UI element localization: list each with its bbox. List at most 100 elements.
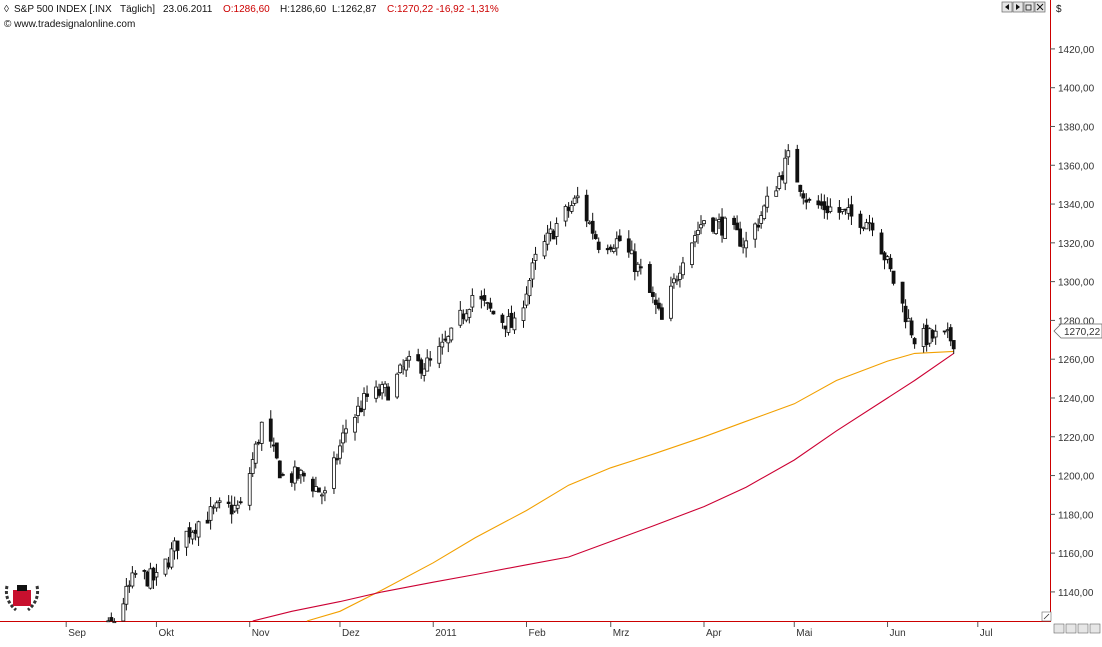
candle-up [575,195,580,199]
candle-up [744,240,749,249]
candle-up [512,317,517,331]
candle-up [425,357,430,372]
candle-down [732,217,736,226]
candle-up [759,215,764,224]
candle-down [738,228,743,247]
bar-date: 23.06.2011 [163,4,213,15]
candle-up [933,330,938,338]
candle-up [338,445,342,459]
candle-up [696,230,700,236]
candle-down [819,201,824,206]
candle-up [190,531,195,540]
candle-down [500,314,505,323]
candle-up [614,238,619,249]
candle-down [656,302,661,309]
candle-down [479,295,484,300]
y-tick-label: 1380,00 [1058,122,1095,133]
candle-up [112,621,117,624]
candle-up [635,263,640,272]
candle-down [807,198,812,201]
close-change-value: C:1270,22 -16,92 -1,31% [387,4,499,15]
candle-up [332,457,336,489]
scroll-left-icon[interactable] [1053,623,1065,634]
y-tick-label: 1260,00 [1058,355,1095,366]
candle-down [858,213,863,228]
candle-up [437,345,442,364]
candle-down [653,299,658,305]
candle-down [268,418,273,442]
candle-up [786,150,791,158]
candle-down [310,478,315,492]
zoom-out-icon[interactable] [1077,623,1089,634]
candle-down [617,235,622,242]
x-tick-label: 2011 [435,628,457,639]
candle-up [404,360,409,371]
high-value: H:1286,60 [280,4,327,15]
candle-up [464,313,469,321]
candle-down [756,224,761,228]
candle-down [566,206,571,211]
y-tick-label: 1220,00 [1058,433,1095,444]
candle-up [506,316,511,333]
candle-down [900,281,905,304]
zoom-in-icon[interactable] [1089,623,1101,634]
back-arrow-glyph [1005,4,1009,10]
candle-down [166,562,171,568]
candle-down [608,246,613,250]
candle-up [864,222,869,230]
candle-up [629,249,634,255]
last-price-tag: 1270,22 [1053,323,1102,339]
candle-up [717,219,721,223]
candle-down [317,487,321,493]
candle-down [924,324,929,346]
y-tick-label: 1400,00 [1058,84,1095,95]
candle-down [638,266,643,269]
candle-down [596,241,601,250]
currency-symbol: $ [1056,4,1062,15]
candle-down [909,320,914,336]
restore-icon[interactable] [1023,1,1035,13]
candle-down [491,310,496,315]
x-tick-label: Mrz [613,628,630,639]
chart-header: ◊ S&P 500 INDEX [.INX Täglich] 23.06.201… [4,4,1062,30]
candle-down [804,199,809,203]
candle-up [169,548,174,568]
low-value: L:1262,87 [332,4,377,15]
x-tick-label: Mai [796,628,812,639]
candle-down [551,230,556,240]
candle-up [172,540,177,552]
candle-down [605,248,610,251]
candle-up [154,572,159,578]
candle-up [470,295,475,308]
candle-down [930,330,935,339]
candle-down [590,220,595,234]
candle-up [344,428,348,434]
candle-up [232,505,237,512]
candle-up [861,227,866,229]
candle-down [205,519,210,524]
candle-up [669,285,673,319]
candle-up [840,209,845,212]
candle-down [226,501,231,505]
candle-down [816,200,821,206]
candle-up [253,443,258,464]
candle-down [271,444,276,447]
scroll-right-icon[interactable] [1065,623,1077,634]
price-tag-value: 1270,22 [1064,327,1101,338]
candle-up [127,584,132,587]
candle-down [825,205,830,214]
candle-down [187,527,192,538]
candle-up [548,228,553,234]
candle-up [753,223,758,240]
candle-up [341,432,345,444]
candle-up [741,244,746,248]
candle-up [699,224,703,229]
candles [106,144,956,624]
candle-up [314,486,318,492]
candle-up [921,328,926,347]
x-tick-label: Jun [890,628,906,639]
candle-up [106,620,111,623]
candle-up [714,219,718,234]
